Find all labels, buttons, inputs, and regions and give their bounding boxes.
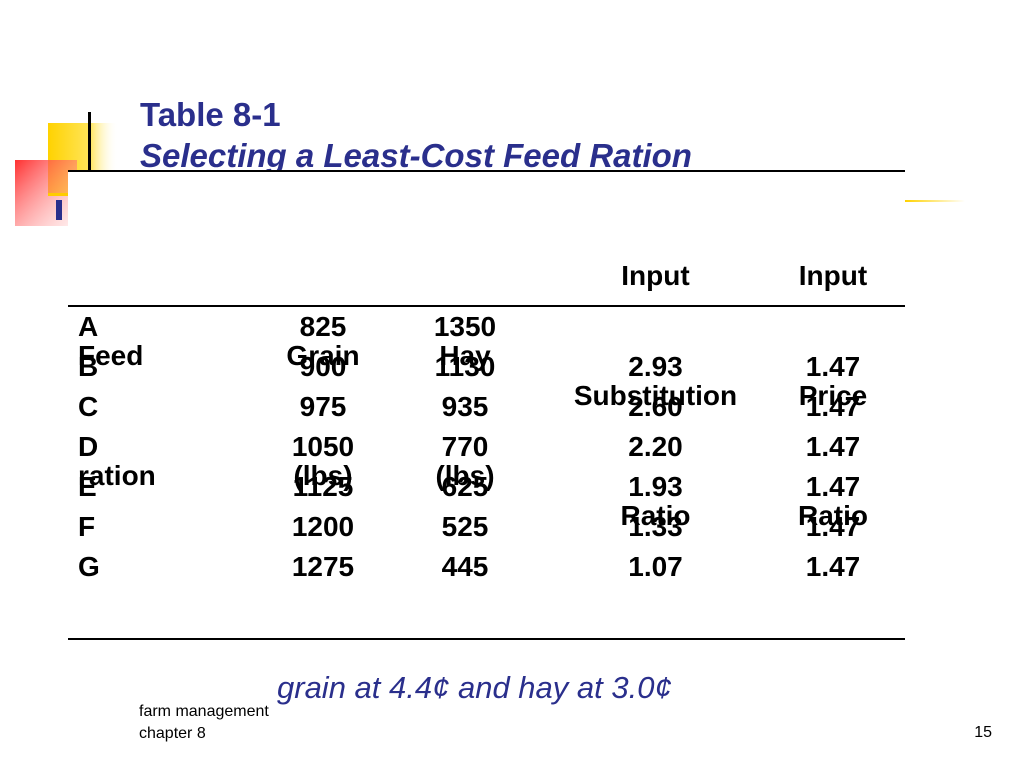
footer-course-label: farm management chapter 8 — [139, 701, 269, 745]
cell-hay: 770 — [441, 431, 489, 462]
cell-input-price-ratio: 1.47 — [805, 391, 861, 422]
cell-feed: B — [78, 351, 99, 382]
cell-grain: 1125 — [292, 471, 354, 502]
cell-feed: E — [78, 471, 97, 502]
cell-input-substitution-ratio: 2.93 — [628, 351, 683, 382]
cell-input-substitution-ratio: 2.20 — [628, 431, 683, 462]
cell-hay: 1130 — [434, 351, 496, 382]
cell-grain: 1275 — [291, 551, 355, 582]
cell-input-price-ratio: 1.47 — [805, 471, 861, 502]
cell-input-price-ratio: 1.47 — [805, 351, 861, 382]
cell-input-substitution-ratio: 1.07 — [628, 551, 683, 582]
cell-hay: 935 — [441, 391, 489, 422]
cell-feed: C — [78, 391, 99, 422]
price-footnote: grain at 4.4¢ and hay at 3.0¢ — [277, 670, 672, 705]
table-top-rule — [68, 170, 905, 172]
header-input-price-ratio: Input Price Ratio — [798, 260, 868, 531]
cell-feed: D — [78, 431, 99, 462]
cell-feed: G — [78, 551, 100, 582]
cell-hay: 625 — [441, 471, 489, 502]
cell-grain: 1200 — [291, 511, 355, 542]
feed-ration-table: Feed ration Grain (lbs) Hay (lbs) Input … — [68, 170, 905, 640]
cell-feed: F — [78, 511, 96, 542]
cell-hay: 445 — [441, 551, 489, 582]
footer-line-2: chapter 8 — [139, 725, 206, 742]
page-number: 15 — [974, 724, 992, 741]
cell-grain: 825 — [299, 311, 347, 342]
cell-hay: 1350 — [433, 311, 497, 342]
cell-input-substitution-ratio: 1.33 — [628, 511, 683, 542]
cell-grain: 1050 — [291, 431, 355, 462]
cell-input-price-ratio: 1.47 — [805, 551, 861, 582]
table-bottom-rule — [68, 638, 905, 640]
header-grain: Grain (lbs) — [286, 340, 360, 491]
title-line-2: Selecting a Least-Cost Feed Ration — [140, 137, 692, 174]
cell-feed: A — [78, 311, 99, 342]
header-feed-ration: Feed ration — [78, 340, 156, 491]
title-line-1: Table 8-1 — [140, 96, 281, 133]
cell-input-price-ratio: 1.47 — [805, 431, 861, 462]
cell-input-price-ratio: 1.47 — [805, 511, 861, 542]
header-hay: Hay (lbs) — [435, 340, 495, 491]
page-title: Table 8-1 Selecting a Least-Cost Feed Ra… — [140, 94, 692, 176]
header-input-substitution-ratio: Input Substitution Ratio — [573, 260, 738, 531]
footer-line-1: farm management — [139, 703, 269, 720]
cell-input-substitution-ratio: 2.60 — [628, 391, 683, 422]
table-header-rule — [68, 305, 905, 307]
cell-grain: 975 — [299, 391, 347, 422]
cell-hay: 525 — [441, 511, 489, 542]
cell-input-substitution-ratio: 1.93 — [628, 471, 683, 502]
cell-grain: 900 — [299, 351, 347, 382]
